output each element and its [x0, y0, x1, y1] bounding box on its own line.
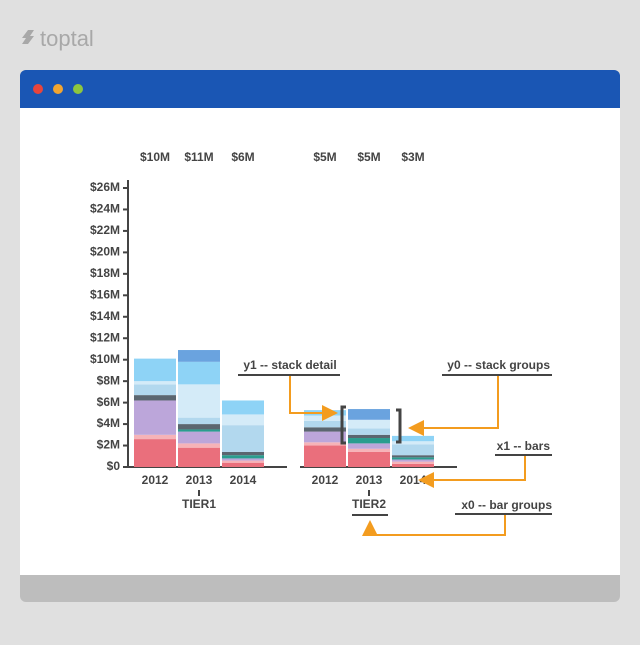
bar-segment [178, 350, 220, 362]
total-label: $10M [140, 150, 170, 164]
bar-segment [392, 463, 434, 467]
logo-icon [22, 30, 34, 44]
y-tick-label: $12M [90, 330, 120, 344]
y-tick-label: $14M [90, 309, 120, 323]
bar-segment [304, 420, 346, 428]
y-tick-label: $18M [90, 266, 120, 280]
x-tick-label: 2013 [356, 473, 383, 487]
bar-segment [392, 441, 434, 445]
bracket [340, 405, 402, 445]
bar-segment [134, 439, 176, 467]
arrow [362, 515, 506, 536]
y-tick-label: $2M [97, 438, 120, 452]
bar-segment [134, 358, 176, 382]
minimize-dot [53, 84, 63, 94]
bar-segment [348, 443, 390, 449]
bar-segment [304, 427, 346, 432]
window-body [20, 108, 620, 575]
bar-segment [392, 455, 434, 458]
bar-segment [222, 462, 264, 467]
bar-segment [392, 457, 434, 460]
bar-segment [178, 431, 220, 444]
bar-segment [348, 409, 390, 420]
bar-segment [348, 448, 390, 452]
bar-segment [392, 444, 434, 456]
close-dot [33, 84, 43, 94]
total-label: $5M [357, 150, 380, 164]
x-tick-label: 2012 [312, 473, 339, 487]
y-tick-label: $24M [90, 202, 120, 216]
total-label: $5M [313, 150, 336, 164]
window-header [20, 70, 620, 108]
group-label: TIER2 [352, 497, 386, 511]
bar-segment [178, 429, 220, 432]
y-tick-label: $4M [97, 416, 120, 430]
total-label: $6M [231, 150, 254, 164]
bar-segment [392, 459, 434, 462]
bar-segment [348, 451, 390, 467]
bar-segment [392, 461, 434, 464]
y-tick-label: $6M [97, 395, 120, 409]
bar-segment [348, 419, 390, 429]
bar-segment [134, 434, 176, 440]
bar-segment [134, 381, 176, 385]
y-tick-label: $0 [107, 459, 121, 473]
bar-segment [222, 458, 264, 461]
y-tick-label: $10M [90, 352, 120, 366]
bar-segment [304, 415, 346, 421]
bar-segment [222, 414, 264, 426]
bar-segment [134, 395, 176, 401]
bar-segment [178, 384, 220, 418]
arrow [418, 456, 526, 488]
logo: toptal [40, 26, 94, 51]
bar-segment [178, 361, 220, 385]
annotation-lines [238, 374, 552, 536]
maximize-dot [73, 84, 83, 94]
arrow [408, 376, 499, 436]
bar-segment [134, 400, 176, 435]
bar-segment [178, 424, 220, 430]
bar-segment [178, 447, 220, 467]
annotation: x0 -- bar groups [461, 498, 552, 512]
annotation: y0 -- stack groups [447, 358, 550, 372]
bar-segment [304, 445, 346, 467]
y-tick-label: $8M [97, 373, 120, 387]
bar-segment [304, 442, 346, 446]
bar-segment [178, 443, 220, 448]
total-label: $3M [401, 150, 424, 164]
bar-segment [348, 434, 390, 439]
y-tick-label: $16M [90, 287, 120, 301]
bar-segment [222, 460, 264, 463]
x-tick-label: 2013 [186, 473, 213, 487]
bar-segment [222, 400, 264, 415]
bar-segment [222, 455, 264, 459]
bar-segment [222, 451, 264, 456]
bar-segment [178, 417, 220, 425]
bar-segment [134, 384, 176, 396]
x-tick-label: 2012 [142, 473, 169, 487]
total-label: $11M [184, 150, 213, 164]
bar-segment [222, 425, 264, 452]
bar-segment [304, 431, 346, 443]
group-label: TIER1 [182, 497, 216, 511]
y-tick-label: $26M [90, 180, 120, 194]
y-tick-label: $20M [90, 245, 120, 259]
chart: $0 $2M $4M $6M $8M $10M $12M $14M $16M $18M $20M $2… [90, 150, 457, 511]
arrow [289, 376, 338, 421]
annotation: x1 -- bars [497, 439, 551, 453]
annotation: y1 -- stack detail [243, 358, 336, 372]
bar-segment [348, 428, 390, 435]
bar-segment [392, 435, 434, 442]
y-tick-label: $22M [90, 223, 120, 237]
x-tick-label: 2014 [230, 473, 257, 487]
bar-segment [348, 438, 390, 444]
